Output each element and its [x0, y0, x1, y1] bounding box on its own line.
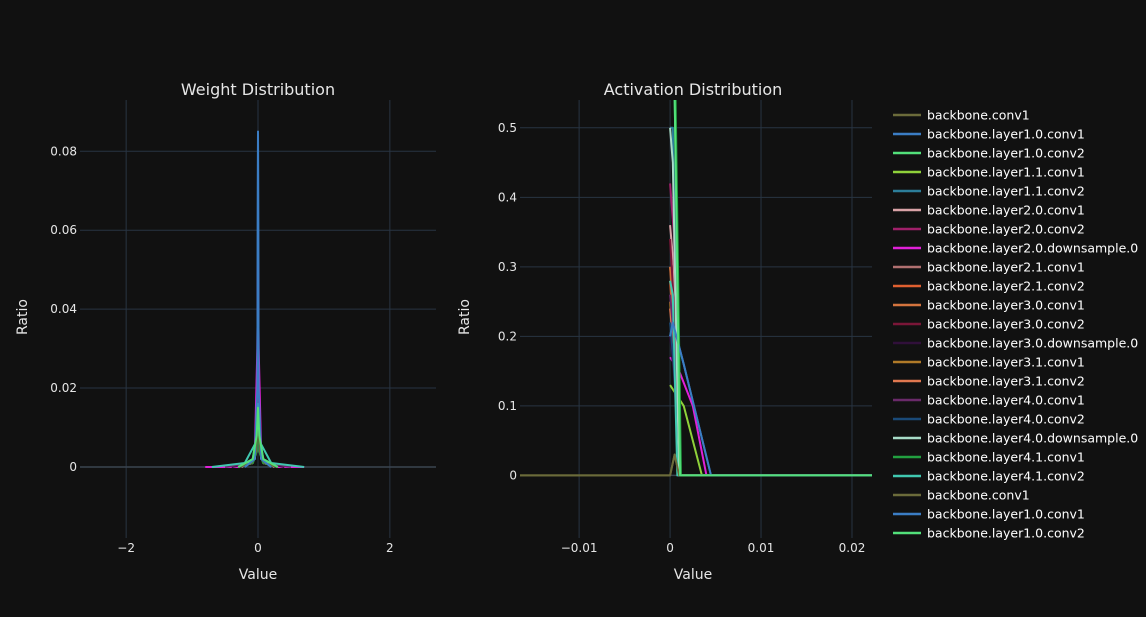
weight-y-tick-label: 0.02: [50, 381, 77, 395]
activation-series-line-backbone.layer2.0.conv1: [669, 225, 872, 477]
activation-x-tick-label: −0.01: [561, 541, 598, 555]
activation-y-tick-label: 0: [509, 468, 517, 482]
legend-label: backbone.layer2.0.conv2: [927, 222, 1085, 237]
activation-y-axis-label: Ratio: [457, 299, 473, 335]
weight-y-tick-label: 0.04: [50, 302, 77, 316]
legend-item[interactable]: backbone.layer3.0.conv1: [893, 298, 1085, 313]
activation-x-tick-label: 0.02: [839, 541, 866, 555]
legend-item[interactable]: backbone.layer4.1.conv1: [893, 450, 1085, 465]
legend-item[interactable]: backbone.layer1.0.conv1: [893, 507, 1085, 522]
legend-label: backbone.conv1: [927, 488, 1030, 503]
activation-x-tick-label: 0: [666, 541, 674, 555]
activation-series-line-backbone.layer1.0.conv1: [669, 321, 872, 477]
activation-distribution-plot: −0.01 0 0.01 0.02 0 0.1 0.2 0.3 0.4 0.5 Activatio…: [457, 80, 872, 583]
activation-series-line-backbone.layer4.1.conv1: [674, 100, 872, 477]
activation-y-tick-label: 0.3: [498, 260, 517, 274]
activation-series-line-backbone.conv1: [520, 453, 872, 477]
legend-label: backbone.layer1.0.conv2: [927, 526, 1085, 541]
legend-item[interactable]: backbone.layer4.0.downsample.0: [893, 431, 1138, 446]
legend-label: backbone.layer3.0.conv1: [927, 298, 1085, 313]
activation-grid: [520, 100, 872, 538]
legend-item[interactable]: backbone.layer2.0.conv1: [893, 203, 1085, 218]
weight-x-tick-label: 2: [386, 541, 394, 555]
legend-label: backbone.layer1.1.conv2: [927, 184, 1085, 199]
legend-label: backbone.layer1.0.conv1: [927, 127, 1085, 142]
activation-x-tick-label: 0.01: [748, 541, 775, 555]
legend-item[interactable]: backbone.layer2.1.conv1: [893, 260, 1085, 275]
weight-y-tick-label: 0.08: [50, 144, 77, 158]
legend-label: backbone.layer2.1.conv1: [927, 260, 1085, 275]
legend-item[interactable]: backbone.layer1.1.conv1: [893, 165, 1085, 180]
legend-item[interactable]: backbone.layer3.0.conv2: [893, 317, 1085, 332]
weight-plot-title: Weight Distribution: [181, 80, 335, 99]
legend-label: backbone.layer4.0.downsample.0: [927, 431, 1138, 446]
activation-y-tick-label: 0.4: [498, 190, 517, 204]
legend-label: backbone.layer2.0.conv1: [927, 203, 1085, 218]
weight-y-tick-label: 0.06: [50, 223, 77, 237]
weight-x-axis-label: Value: [239, 567, 277, 583]
activation-ticks: −0.01 0 0.01 0.02 0 0.1 0.2 0.3 0.4 0.5: [498, 121, 865, 555]
legend-label: backbone.layer3.0.conv2: [927, 317, 1085, 332]
legend-label: backbone.layer4.1.conv1: [927, 450, 1085, 465]
weight-x-tick-label: 0: [254, 541, 262, 555]
legend-item[interactable]: backbone.layer4.0.conv2: [893, 412, 1085, 427]
legend-label: backbone.layer1.0.conv1: [927, 507, 1085, 522]
weight-series-line-backbone.layer1.0.conv1: [244, 130, 272, 468]
activation-series-line-backbone.layer1.0.conv2: [673, 100, 872, 477]
legend-item[interactable]: backbone.conv1: [893, 488, 1030, 503]
activation-series-line-backbone.layer3.1.conv2: [669, 308, 872, 477]
activation-series-line-backbone.layer2.0.downsample.0: [669, 356, 872, 477]
activation-series-line-backbone.layer4.0.downsample.0: [669, 127, 872, 477]
activation-y-tick-label: 0.1: [498, 399, 517, 413]
legend-label: backbone.layer4.0.conv1: [927, 393, 1085, 408]
legend-label: backbone.layer3.1.conv2: [927, 374, 1085, 389]
legend-label: backbone.conv1: [927, 108, 1030, 123]
legend-label: backbone.layer1.1.conv1: [927, 165, 1085, 180]
activation-plot-title: Activation Distribution: [604, 80, 783, 99]
activation-series-clip: [520, 100, 872, 477]
legend-item[interactable]: backbone.layer2.1.conv2: [893, 279, 1085, 294]
activation-y-tick-label: 0.2: [498, 329, 517, 343]
activation-x-axis-label: Value: [674, 567, 712, 583]
legend-item[interactable]: backbone.layer2.0.conv2: [893, 222, 1085, 237]
weight-ticks: −2 0 2 0 0.02 0.04 0.06 0.08: [50, 144, 393, 555]
legend-item[interactable]: backbone.layer1.0.conv2: [893, 526, 1085, 541]
activation-series-line-backbone.conv1: [520, 453, 872, 477]
activation-series-group: [520, 100, 872, 477]
activation-series-line-backbone.layer1.0.conv1: [669, 321, 872, 477]
legend-label: backbone.layer3.1.conv1: [927, 355, 1085, 370]
legend-item[interactable]: backbone.layer2.0.downsample.0: [893, 241, 1138, 256]
weight-y-axis-label: Ratio: [15, 299, 31, 335]
legend-item[interactable]: backbone.layer3.0.downsample.0: [893, 336, 1138, 351]
weight-y-tick-label: 0: [69, 460, 77, 474]
activation-series-line-backbone.layer4.0.conv2: [669, 322, 872, 477]
legend-item[interactable]: backbone.conv1: [893, 108, 1030, 123]
weight-series-group: [205, 130, 305, 468]
legend-label: backbone.layer2.1.conv2: [927, 279, 1085, 294]
activation-y-tick-label: 0.5: [498, 121, 517, 135]
activation-series-line-backbone.layer1.0.conv2: [673, 100, 872, 477]
activation-series-line-backbone.layer1.1.conv2: [670, 126, 872, 477]
legend-label: backbone.layer4.0.conv2: [927, 412, 1085, 427]
weight-distribution-plot: −2 0 2 0 0.02 0.04 0.06 0.08 Weight Distributio…: [15, 80, 436, 583]
weight-x-tick-label: −2: [117, 541, 135, 555]
legend-item[interactable]: backbone.layer3.1.conv1: [893, 355, 1085, 370]
legend-label: backbone.layer1.0.conv2: [927, 146, 1085, 161]
legend-item[interactable]: backbone.layer4.1.conv2: [893, 469, 1085, 484]
legend-label: backbone.layer2.0.downsample.0: [927, 241, 1138, 256]
legend: backbone.conv1 backbone.layer1.0.conv1 bac…: [893, 108, 1138, 541]
weight-series-clip: [205, 130, 305, 468]
legend-item[interactable]: backbone.layer1.0.conv2: [893, 146, 1085, 161]
weight-series-line-backbone.layer1.0.conv2: [237, 406, 279, 468]
legend-item[interactable]: backbone.layer4.0.conv1: [893, 393, 1085, 408]
legend-item[interactable]: backbone.layer1.1.conv2: [893, 184, 1085, 199]
legend-label: backbone.layer4.1.conv2: [927, 469, 1085, 484]
legend-item[interactable]: backbone.layer1.0.conv1: [893, 127, 1085, 142]
legend-label: backbone.layer3.0.downsample.0: [927, 336, 1138, 351]
legend-item[interactable]: backbone.layer3.1.conv2: [893, 374, 1085, 389]
